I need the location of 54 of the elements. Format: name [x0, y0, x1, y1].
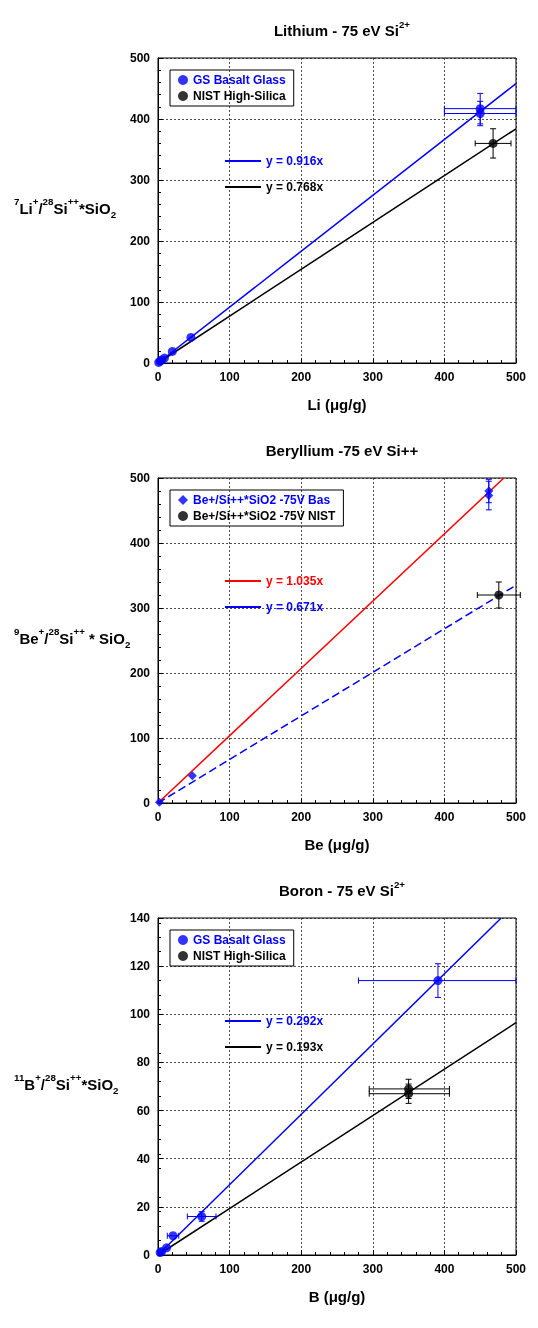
x-axis-title: Be (μg/g) [304, 836, 370, 853]
chart-title: Beryllium -75 eV Si++ [265, 442, 419, 459]
x-tick-label: 400 [434, 370, 455, 384]
x-tick-label: 300 [362, 1262, 384, 1276]
legend-label: y = 0.916x [266, 154, 324, 168]
y-tick-label: 0 [143, 796, 151, 810]
x-tick-label: 0 [154, 1262, 162, 1276]
y-tick-label: 400 [129, 536, 151, 550]
x-tick-label: 300 [362, 810, 384, 824]
x-tick-label: 200 [291, 370, 312, 384]
x-tick-label: 200 [291, 810, 312, 824]
x-axis-title: Li (μg/g) [307, 396, 367, 413]
legend-label: y = 0.193x [266, 1040, 324, 1054]
x-tick-label: 200 [291, 1262, 312, 1276]
legend-label: Be+/Si++*SiO2 -75V NIST [193, 509, 337, 523]
legend-label: GS Basalt Glass [193, 933, 287, 947]
x-axis-title: B (μg/g) [308, 1288, 366, 1305]
x-tick-label: 300 [362, 370, 384, 384]
y-tick-label: 100 [129, 1007, 151, 1022]
y-tick-label: 120 [129, 959, 151, 974]
legend-label: y = 1.035x [266, 574, 324, 588]
y-tick-label: 80 [136, 1055, 151, 1070]
legend-label: y = 0.292x [266, 1014, 324, 1028]
y-tick-label: 500 [129, 51, 151, 65]
legend-label: NIST High-Silica [193, 89, 286, 103]
legend-label: Be+/Si++*SiO2 -75V Bas [193, 493, 331, 507]
y-tick-label: 0 [143, 356, 151, 370]
y-tick-label: 20 [136, 1199, 151, 1214]
y-tick-label: 400 [129, 112, 151, 126]
y-tick-label: 140 [129, 911, 151, 925]
y-tick-label: 100 [129, 295, 151, 309]
x-tick-label: 500 [505, 1262, 527, 1276]
x-tick-label: 100 [219, 370, 240, 384]
legend-label: y = 0.768x [266, 180, 324, 194]
y-tick-label: 300 [129, 173, 151, 187]
x-tick-label: 500 [505, 370, 527, 384]
y-tick-label: 200 [129, 666, 151, 680]
y-tick-label: 100 [129, 731, 151, 745]
y-tick-label: 0 [143, 1248, 151, 1262]
x-tick-label: 0 [154, 810, 162, 824]
legend-label: y = 0.671x [266, 600, 324, 614]
y-tick-label: 60 [136, 1103, 151, 1118]
x-tick-label: 400 [434, 1262, 455, 1276]
x-tick-label: 100 [219, 1262, 240, 1276]
legend-label: GS Basalt Glass [193, 73, 287, 87]
x-tick-label: 500 [505, 810, 527, 824]
y-tick-label: 40 [136, 1151, 151, 1166]
x-tick-label: 400 [434, 810, 455, 824]
y-tick-label: 300 [129, 601, 151, 615]
x-tick-label: 0 [154, 370, 162, 384]
y-tick-label: 200 [129, 234, 151, 248]
legend-label: NIST High-Silica [193, 949, 286, 963]
x-tick-label: 100 [219, 810, 240, 824]
y-tick-label: 500 [129, 471, 151, 485]
